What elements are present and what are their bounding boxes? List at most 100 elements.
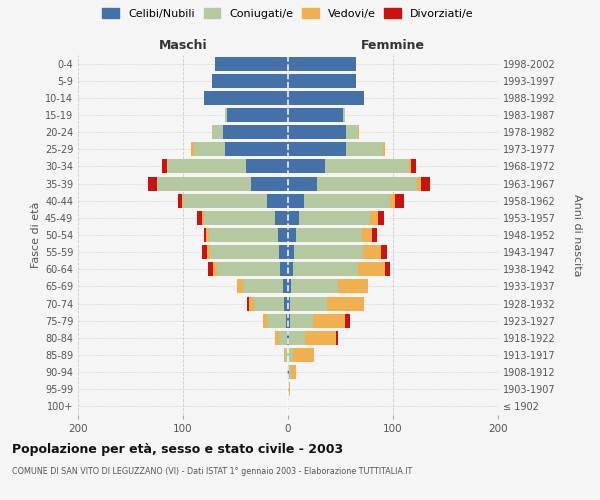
- Bar: [247, 296, 249, 310]
- Bar: [325, 160, 409, 173]
- Text: Femmine: Femmine: [361, 38, 425, 52]
- Bar: [249, 296, 254, 310]
- Bar: [337, 331, 338, 345]
- Bar: [288, 262, 293, 276]
- Bar: [385, 262, 390, 276]
- Bar: [287, 365, 288, 379]
- Bar: [285, 348, 288, 362]
- Bar: [288, 211, 299, 225]
- Bar: [288, 56, 356, 70]
- Bar: [206, 228, 209, 242]
- Bar: [338, 280, 368, 293]
- Bar: [212, 74, 288, 88]
- Bar: [361, 228, 372, 242]
- Bar: [277, 228, 288, 242]
- Bar: [275, 211, 288, 225]
- Text: COMUNE DI SAN VITO DI LEGUZZANO (VI) - Dati ISTAT 1° gennaio 2003 - Elaborazione: COMUNE DI SAN VITO DI LEGUZZANO (VI) - D…: [12, 468, 412, 476]
- Bar: [305, 331, 337, 345]
- Bar: [288, 91, 364, 105]
- Bar: [212, 125, 223, 139]
- Bar: [254, 296, 284, 310]
- Bar: [275, 331, 278, 345]
- Bar: [287, 331, 288, 345]
- Bar: [148, 176, 157, 190]
- Bar: [209, 228, 277, 242]
- Bar: [251, 176, 288, 190]
- Bar: [162, 160, 167, 173]
- Bar: [288, 160, 325, 173]
- Bar: [395, 194, 404, 207]
- Bar: [362, 245, 382, 259]
- Bar: [291, 280, 338, 293]
- Bar: [288, 331, 289, 345]
- Bar: [370, 211, 379, 225]
- Y-axis label: Anni di nascita: Anni di nascita: [572, 194, 583, 276]
- Bar: [286, 314, 288, 328]
- Y-axis label: Fasce di età: Fasce di età: [31, 202, 41, 268]
- Bar: [417, 176, 421, 190]
- Bar: [223, 125, 288, 139]
- Bar: [288, 125, 346, 139]
- Bar: [290, 296, 327, 310]
- Bar: [345, 314, 350, 328]
- Bar: [263, 314, 267, 328]
- Text: Maschi: Maschi: [158, 38, 208, 52]
- Bar: [288, 280, 291, 293]
- Bar: [290, 314, 313, 328]
- Bar: [289, 365, 291, 379]
- Bar: [278, 331, 287, 345]
- Bar: [246, 160, 288, 173]
- Bar: [304, 194, 390, 207]
- Legend: Celibi/Nubili, Coniugati/e, Vedovi/e, Divorziati/e: Celibi/Nubili, Coniugati/e, Vedovi/e, Di…: [103, 8, 473, 19]
- Bar: [280, 262, 288, 276]
- Bar: [227, 108, 288, 122]
- Bar: [288, 108, 343, 122]
- Bar: [283, 280, 288, 293]
- Bar: [208, 262, 214, 276]
- Bar: [346, 125, 358, 139]
- Bar: [215, 56, 288, 70]
- Bar: [296, 228, 361, 242]
- Bar: [299, 211, 370, 225]
- Bar: [183, 194, 267, 207]
- Bar: [288, 74, 356, 88]
- Bar: [157, 176, 251, 190]
- Bar: [278, 245, 288, 259]
- Bar: [288, 365, 289, 379]
- Bar: [288, 142, 346, 156]
- Bar: [225, 108, 227, 122]
- Bar: [211, 245, 278, 259]
- Bar: [390, 194, 395, 207]
- Bar: [267, 194, 288, 207]
- Bar: [383, 142, 385, 156]
- Bar: [236, 280, 243, 293]
- Bar: [411, 160, 416, 173]
- Bar: [289, 331, 305, 345]
- Bar: [409, 160, 411, 173]
- Bar: [178, 194, 182, 207]
- Bar: [191, 142, 193, 156]
- Bar: [197, 211, 202, 225]
- Bar: [313, 314, 344, 328]
- Bar: [346, 142, 383, 156]
- Bar: [202, 211, 204, 225]
- Bar: [288, 194, 304, 207]
- Bar: [182, 194, 183, 207]
- Bar: [214, 262, 217, 276]
- Bar: [358, 125, 359, 139]
- Bar: [289, 382, 290, 396]
- Bar: [327, 296, 364, 310]
- Bar: [293, 348, 314, 362]
- Bar: [288, 176, 317, 190]
- Bar: [204, 211, 275, 225]
- Bar: [167, 160, 246, 173]
- Bar: [202, 245, 207, 259]
- Bar: [193, 142, 225, 156]
- Bar: [284, 348, 285, 362]
- Bar: [207, 245, 210, 259]
- Bar: [204, 91, 288, 105]
- Bar: [267, 314, 286, 328]
- Bar: [293, 262, 358, 276]
- Bar: [288, 348, 293, 362]
- Bar: [288, 314, 290, 328]
